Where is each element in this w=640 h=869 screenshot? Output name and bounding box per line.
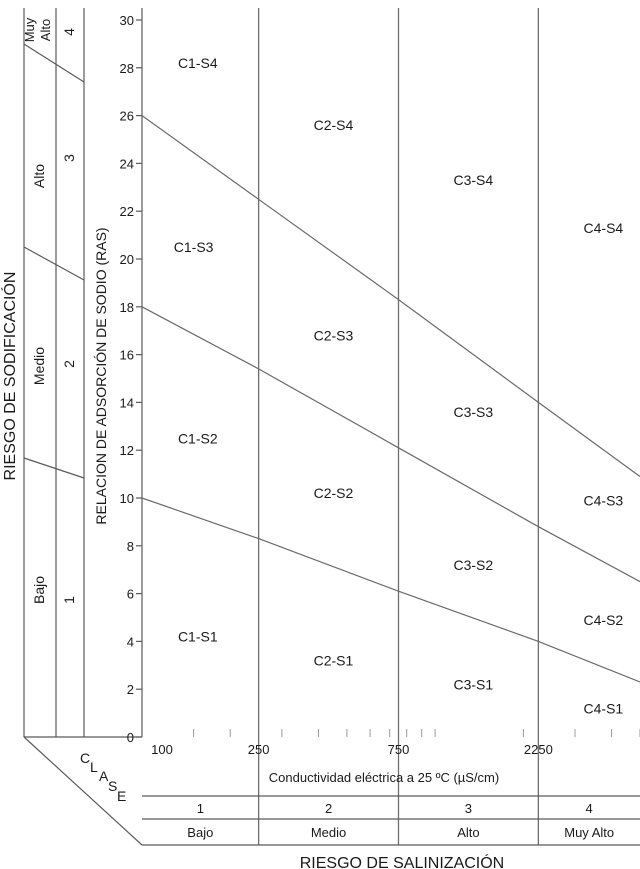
clase-letter-e: E	[117, 788, 126, 804]
sodification-class-2: 2	[61, 360, 77, 368]
clase-letter-l: L	[90, 759, 98, 775]
x-axis-label: Conductividad eléctrica a 25 ºC (µS/cm)	[269, 770, 499, 785]
y-tick-label: 22	[120, 204, 134, 219]
y-tick-label: 30	[120, 13, 134, 28]
sodification-level-alto-top: Alto	[38, 19, 53, 41]
zone-label: C4-S2	[584, 612, 624, 628]
sodification-level-muy: Muy	[22, 17, 37, 42]
x-axis-ticks: 100 250 750 2250	[151, 742, 553, 757]
salinization-title: RIESGO DE SALINIZACIÓN	[300, 853, 504, 869]
sodification-boundary-1	[23, 457, 85, 479]
salinization-level-1: Bajo	[187, 825, 213, 840]
x-tick-label: 100	[151, 742, 173, 757]
salinization-class-3: 3	[465, 801, 472, 816]
y-tick-label: 4	[127, 634, 134, 649]
y-tick-label: 16	[120, 348, 134, 363]
class-boundary-curves	[141, 115, 640, 683]
sodification-class-4: 4	[61, 28, 77, 36]
zone-labels: C1-S4 C1-S3 C1-S2 C1-S1 C2-S4 C2-S3 C2-S2 C2-S1…	[174, 55, 624, 716]
y-tick-label: 14	[120, 395, 134, 410]
sodification-boundary-2	[23, 246, 85, 281]
y-tick-label: 6	[127, 587, 134, 602]
sodification-panel	[23, 8, 143, 846]
zone-label: C1-S4	[178, 55, 218, 71]
zone-label: C4-S1	[584, 700, 624, 716]
salinization-table: 1 Bajo 2 Medio 3 Alto 4 Muy Alto	[142, 795, 640, 846]
zone-label: C3-S2	[453, 557, 493, 573]
sodification-title: RIESGO DE SODIFICACIÓN	[0, 272, 19, 481]
y-tick-label: 24	[120, 156, 134, 171]
zone-label: C4-S4	[584, 220, 624, 236]
zone-label: C3-S4	[453, 172, 493, 188]
salinization-class-2: 2	[325, 801, 332, 816]
y-tick-label: 18	[120, 300, 134, 315]
zone-label: C3-S3	[453, 404, 493, 420]
y-tick-label: 28	[120, 61, 134, 76]
sodification-level-alto: Alto	[31, 164, 47, 188]
y-tick-label: 2	[127, 682, 134, 697]
salinization-level-2: Medio	[311, 825, 346, 840]
zone-label: C2-S1	[314, 653, 354, 669]
y-tick-label: 26	[120, 109, 134, 124]
y-tick-label: 20	[120, 252, 134, 267]
y-tick-label: 8	[127, 539, 134, 554]
sodification-class-1: 1	[61, 596, 77, 604]
zone-label: C4-S3	[584, 492, 624, 508]
zone-label: C2-S2	[314, 485, 354, 501]
clase-letter-c: C	[80, 750, 90, 766]
salinization-class-4: 4	[586, 801, 593, 816]
sodification-class-3: 3	[61, 154, 77, 162]
ras-boundary-curve	[141, 306, 640, 583]
x-tick-label: 250	[248, 742, 270, 757]
ras-boundary-curve	[141, 497, 640, 683]
sodification-level-bajo: Bajo	[31, 576, 47, 604]
y-axis-label: RELACION DE ADSORCIÓN DE SODIO (RAS)	[93, 227, 109, 524]
x-tick-label: 750	[388, 742, 410, 757]
y-tick-label: 0	[127, 730, 134, 745]
clase-letter-a: A	[99, 768, 109, 784]
zone-label: C3-S1	[453, 676, 493, 692]
zone-label: C1-S1	[178, 629, 218, 645]
x-tick-label: 2250	[524, 742, 553, 757]
salinization-class-1: 1	[197, 801, 204, 816]
salinization-level-4: Muy Alto	[564, 825, 614, 840]
zone-label: C2-S4	[314, 117, 354, 133]
ras-boundary-curve	[141, 115, 640, 477]
y-tick-label: 10	[120, 491, 134, 506]
clase-letter-s: S	[108, 778, 117, 794]
zone-label: C2-S3	[314, 327, 354, 343]
sodification-boundary-3	[23, 43, 85, 83]
y-tick-label: 12	[120, 443, 134, 458]
sodification-level-medio: Medio	[31, 347, 47, 385]
conductivity-gridlines	[193, 8, 640, 845]
zone-label: C1-S3	[174, 239, 214, 255]
salinization-level-3: Alto	[457, 825, 479, 840]
zone-label: C1-S2	[178, 430, 218, 446]
